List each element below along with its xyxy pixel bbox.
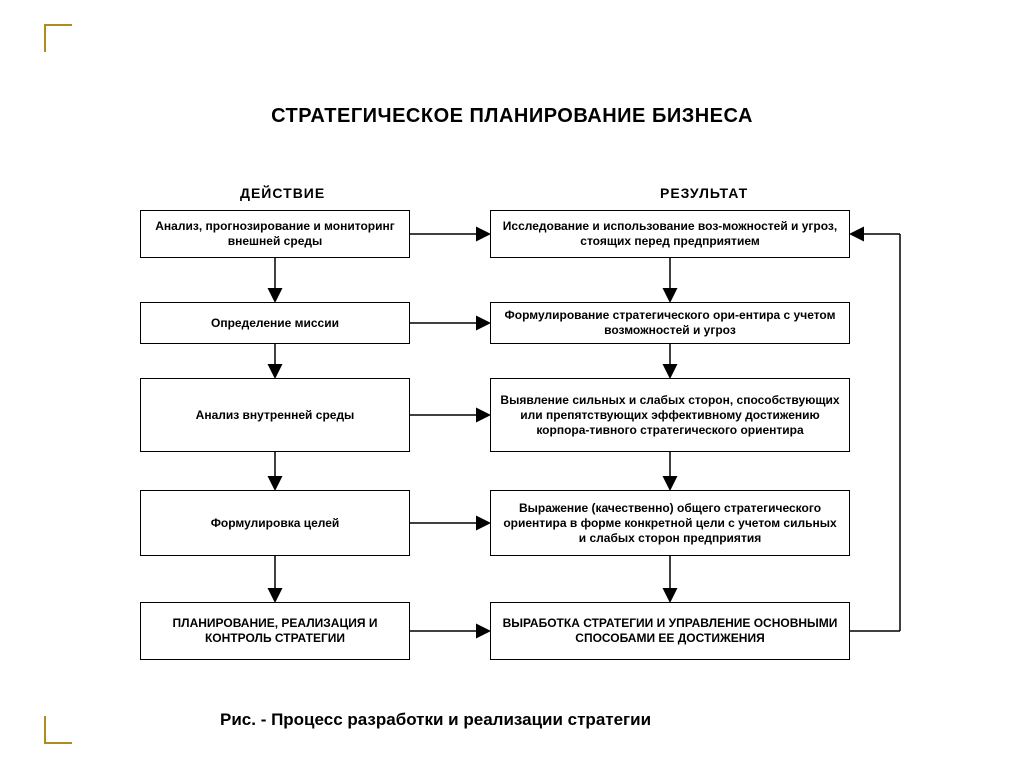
- page-title: СТРАТЕГИЧЕСКОЕ ПЛАНИРОВАНИЕ БИЗНЕСА: [0, 105, 1024, 128]
- frame-corner-bl: [44, 716, 72, 744]
- result-box-4: ВЫРАБОТКА СТРАТЕГИИ И УПРАВЛЕНИЕ ОСНОВНЫ…: [490, 602, 850, 660]
- action-box-4: ПЛАНИРОВАНИЕ, РЕАЛИЗАЦИЯ И КОНТРОЛЬ СТРА…: [140, 602, 410, 660]
- action-box-2: Анализ внутренней среды: [140, 378, 410, 452]
- result-box-1: Формулирование стратегического ори-ентир…: [490, 302, 850, 344]
- figure-caption: Рис. - Процесс разработки и реализации с…: [220, 710, 651, 730]
- column-header-action: ДЕЙСТВИЕ: [240, 185, 325, 201]
- result-box-3: Выражение (качественно) общего стратегич…: [490, 490, 850, 556]
- action-box-0: Анализ, прогнозирование и мониторинг вне…: [140, 210, 410, 258]
- frame-corner-tl: [44, 24, 72, 52]
- column-header-result: РЕЗУЛЬТАТ: [660, 185, 748, 201]
- result-box-2: Выявление сильных и слабых сторон, спосо…: [490, 378, 850, 452]
- action-box-1: Определение миссии: [140, 302, 410, 344]
- result-box-0: Исследование и использование воз-можност…: [490, 210, 850, 258]
- action-box-3: Формулировка целей: [140, 490, 410, 556]
